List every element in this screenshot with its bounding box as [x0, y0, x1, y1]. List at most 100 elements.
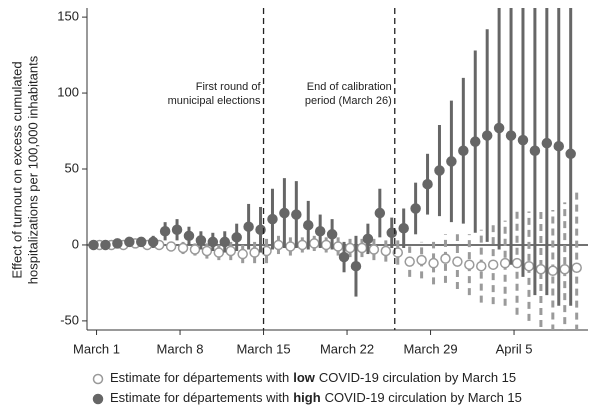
point [422, 178, 433, 190]
point [386, 227, 398, 239]
point [177, 242, 189, 254]
legend-text: COVID-19 circulation by March 15 [319, 370, 516, 385]
point [452, 256, 463, 267]
point [159, 226, 171, 237]
point [404, 256, 415, 267]
point [183, 230, 195, 242]
point [410, 203, 421, 214]
point [225, 245, 237, 257]
point [505, 130, 517, 141]
point [124, 236, 135, 248]
x-tick-label: March 8 [157, 341, 204, 356]
y-tick-label: -50 [60, 312, 79, 327]
x-tick-label: March 1 [73, 341, 120, 356]
point [147, 236, 159, 248]
point [309, 238, 320, 249]
legend-marker [92, 373, 104, 385]
point [326, 229, 338, 240]
point [374, 207, 386, 219]
point [440, 253, 451, 264]
point [470, 136, 481, 147]
point [476, 260, 487, 272]
point [249, 247, 260, 258]
point [165, 241, 177, 252]
point [553, 140, 565, 152]
point [273, 239, 284, 251]
annotation: End of calibration [307, 81, 392, 93]
point [362, 233, 374, 245]
point [267, 213, 278, 225]
x-tick-label: April 5 [496, 341, 533, 356]
point [517, 134, 529, 146]
point [344, 242, 356, 254]
legend-label: Estimate for départements with low COVID-1… [110, 370, 516, 385]
point [571, 262, 582, 273]
point [189, 244, 201, 255]
point [243, 221, 254, 232]
plot-area [87, 8, 588, 330]
point [136, 236, 147, 248]
annotation: First round of [196, 81, 262, 93]
x-tick-label: March 15 [236, 341, 290, 356]
point [291, 209, 302, 220]
legend-label: Estimate for départements with high COVID-… [110, 390, 522, 405]
point [237, 248, 248, 260]
point [487, 259, 499, 270]
point [511, 257, 523, 269]
point [392, 247, 404, 258]
point [320, 239, 332, 251]
point [88, 239, 99, 251]
point [499, 257, 511, 269]
point [559, 263, 571, 275]
y-tick-label: 150 [57, 9, 79, 24]
y-tick-label: 50 [65, 160, 79, 175]
point [285, 241, 296, 252]
point [332, 241, 344, 252]
annotation: period (March 26) [305, 95, 392, 107]
point [380, 245, 392, 257]
point [303, 219, 314, 231]
annotation: municipal elections [168, 95, 261, 107]
point [338, 251, 350, 263]
point [112, 238, 123, 249]
legend-marker [92, 393, 104, 405]
point [529, 145, 541, 157]
x-tick-label: March 29 [403, 341, 457, 356]
point [541, 137, 553, 149]
point [428, 257, 439, 269]
point [416, 254, 427, 266]
point [314, 226, 326, 237]
point [434, 165, 445, 176]
legend-text: low [293, 370, 316, 385]
point [547, 265, 559, 277]
point [297, 239, 308, 251]
point [213, 247, 225, 258]
point [207, 236, 219, 248]
point [100, 239, 111, 251]
point [458, 145, 469, 157]
point [368, 244, 380, 255]
y-tick-label: 100 [57, 84, 79, 99]
x-tick-label: March 22 [320, 341, 374, 356]
point [464, 259, 475, 270]
point [201, 245, 213, 257]
legend-text: high [293, 390, 320, 405]
point [350, 260, 362, 272]
y-tick-label: 0 [72, 236, 79, 251]
point [195, 235, 207, 246]
point [523, 260, 535, 272]
point [279, 207, 290, 219]
point [255, 224, 266, 236]
y-axis-label: hospitalizations per 100,000 inhabitants [25, 55, 40, 284]
point [231, 232, 242, 243]
point [493, 122, 505, 134]
point [171, 224, 183, 236]
legend-text: Estimate for départements with [110, 370, 289, 385]
point [481, 130, 493, 141]
point [535, 263, 547, 275]
point [446, 156, 457, 167]
legend-text: Estimate for départements with [110, 390, 289, 405]
point [219, 236, 231, 248]
legend-text: COVID-19 circulation by March 15 [325, 390, 522, 405]
